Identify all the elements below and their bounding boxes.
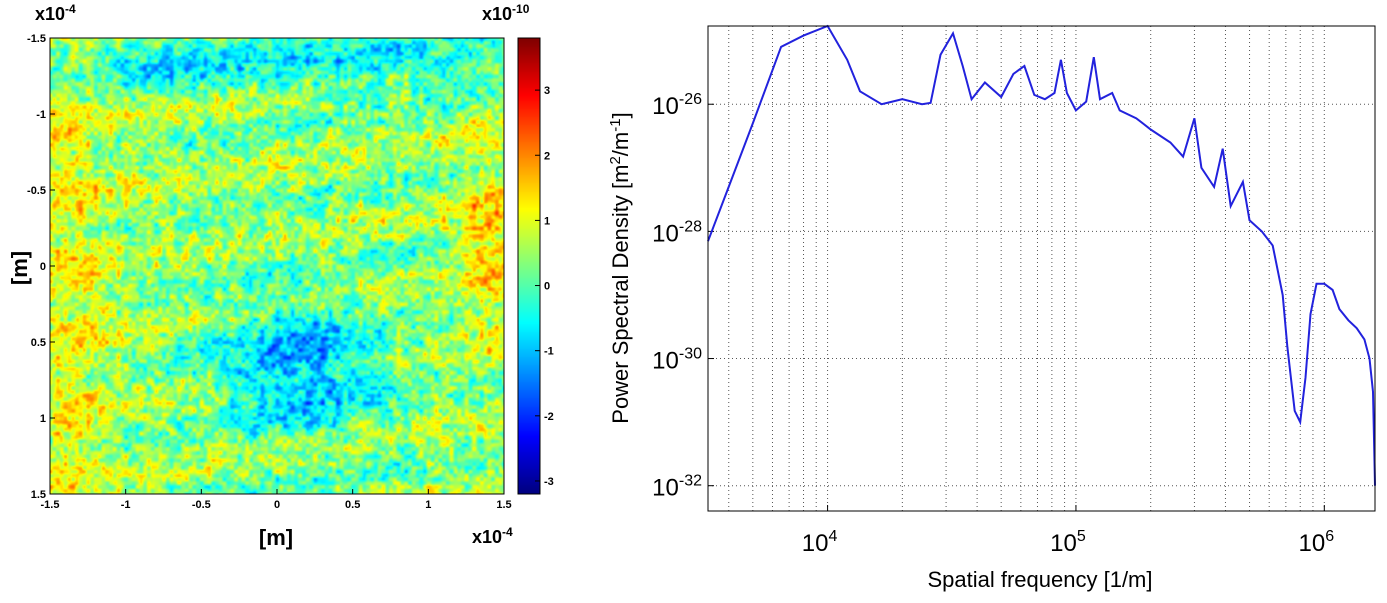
colorbar-tick-label: 3: [544, 85, 550, 97]
x-tick-label: 0.5: [345, 499, 360, 511]
x-tick-label: 105: [1050, 528, 1086, 557]
y-tick-label: -1.5: [27, 33, 46, 45]
colorbar-tick-label: 0: [544, 281, 550, 293]
plot-area: [707, 25, 1376, 512]
y-axis-ticks: -1.5 -1 -0.5 0 0.5 1 1.5: [27, 33, 55, 501]
colorbar-tick-label: -2: [544, 411, 554, 423]
psd-panel: 104 105 106 10-26 10-28 10-30 10-32 Spatial f…: [570, 0, 1387, 598]
x-axis-ticks: 104 105 106: [802, 505, 1334, 557]
psd-series-line: [707, 24, 1376, 486]
y-tick-label: 0: [40, 261, 46, 273]
colorbar-tick-label: 1: [544, 215, 550, 227]
x-tick-label: 1.5: [496, 499, 511, 511]
grid-lines: [708, 26, 1375, 511]
y-axis-label: [m]: [7, 251, 32, 285]
y-axis-label: Power Spectral Density [m2/m-1]: [607, 112, 633, 423]
x-tick-label: -1.5: [41, 499, 60, 511]
colorbar-tick-label: 2: [544, 150, 550, 162]
y-tick-label: 10-30: [652, 346, 702, 375]
x-tick-label: 0: [274, 499, 280, 511]
y-tick-label: 10-32: [652, 473, 702, 502]
y-tick-label: -0.5: [27, 185, 46, 197]
surface-map-panel: x10-4 x10-10 x10-4 -1.5 -1 -0.5 0 0.5 1 1.5 -1…: [0, 0, 560, 598]
colorbar-frame: [517, 37, 541, 495]
psd-chart: 104 105 106 10-26 10-28 10-30 10-32 Spatial f…: [607, 24, 1376, 592]
x-axis-ticks: -1.5 -1 -0.5 0 0.5 1 1.5: [41, 489, 512, 511]
x-axis-label: [m]: [259, 525, 293, 550]
y-tick-label: 0.5: [31, 337, 46, 349]
y-axis-ticks: 10-26 10-28 10-30 10-32: [652, 91, 714, 502]
x-exponent-label: x10-4: [472, 525, 513, 547]
x-tick-label: 104: [802, 528, 838, 557]
heatmap-image: [50, 38, 504, 494]
colorbar-tick-label: -3: [544, 476, 554, 488]
x-tick-label: 1: [425, 499, 431, 511]
colorbar-exponent-label: x10-10: [482, 2, 530, 24]
surface-map-chart: x10-4 x10-10 x10-4 -1.5 -1 -0.5 0 0.5 1 1.5 -1…: [7, 2, 554, 550]
colorbar-ticks: 3 2 1 0 -1 -2 -3: [535, 85, 554, 488]
y-tick-label: 1: [40, 413, 46, 425]
colorbar-tick-label: -1: [544, 346, 554, 358]
x-axis-label: Spatial frequency [1/m]: [927, 567, 1152, 592]
colorbar-gradient: [518, 38, 540, 494]
y-tick-label: 10-28: [652, 218, 702, 247]
plot-frame: [707, 25, 1376, 512]
x-tick-label: 106: [1298, 528, 1334, 557]
x-tick-label: -1: [121, 499, 131, 511]
y-tick-label: 1.5: [31, 489, 46, 501]
y-exponent-label: x10-4: [35, 2, 76, 24]
x-tick-label: -0.5: [192, 499, 211, 511]
y-tick-label: 10-26: [652, 91, 702, 120]
y-tick-label: -1: [36, 109, 46, 121]
